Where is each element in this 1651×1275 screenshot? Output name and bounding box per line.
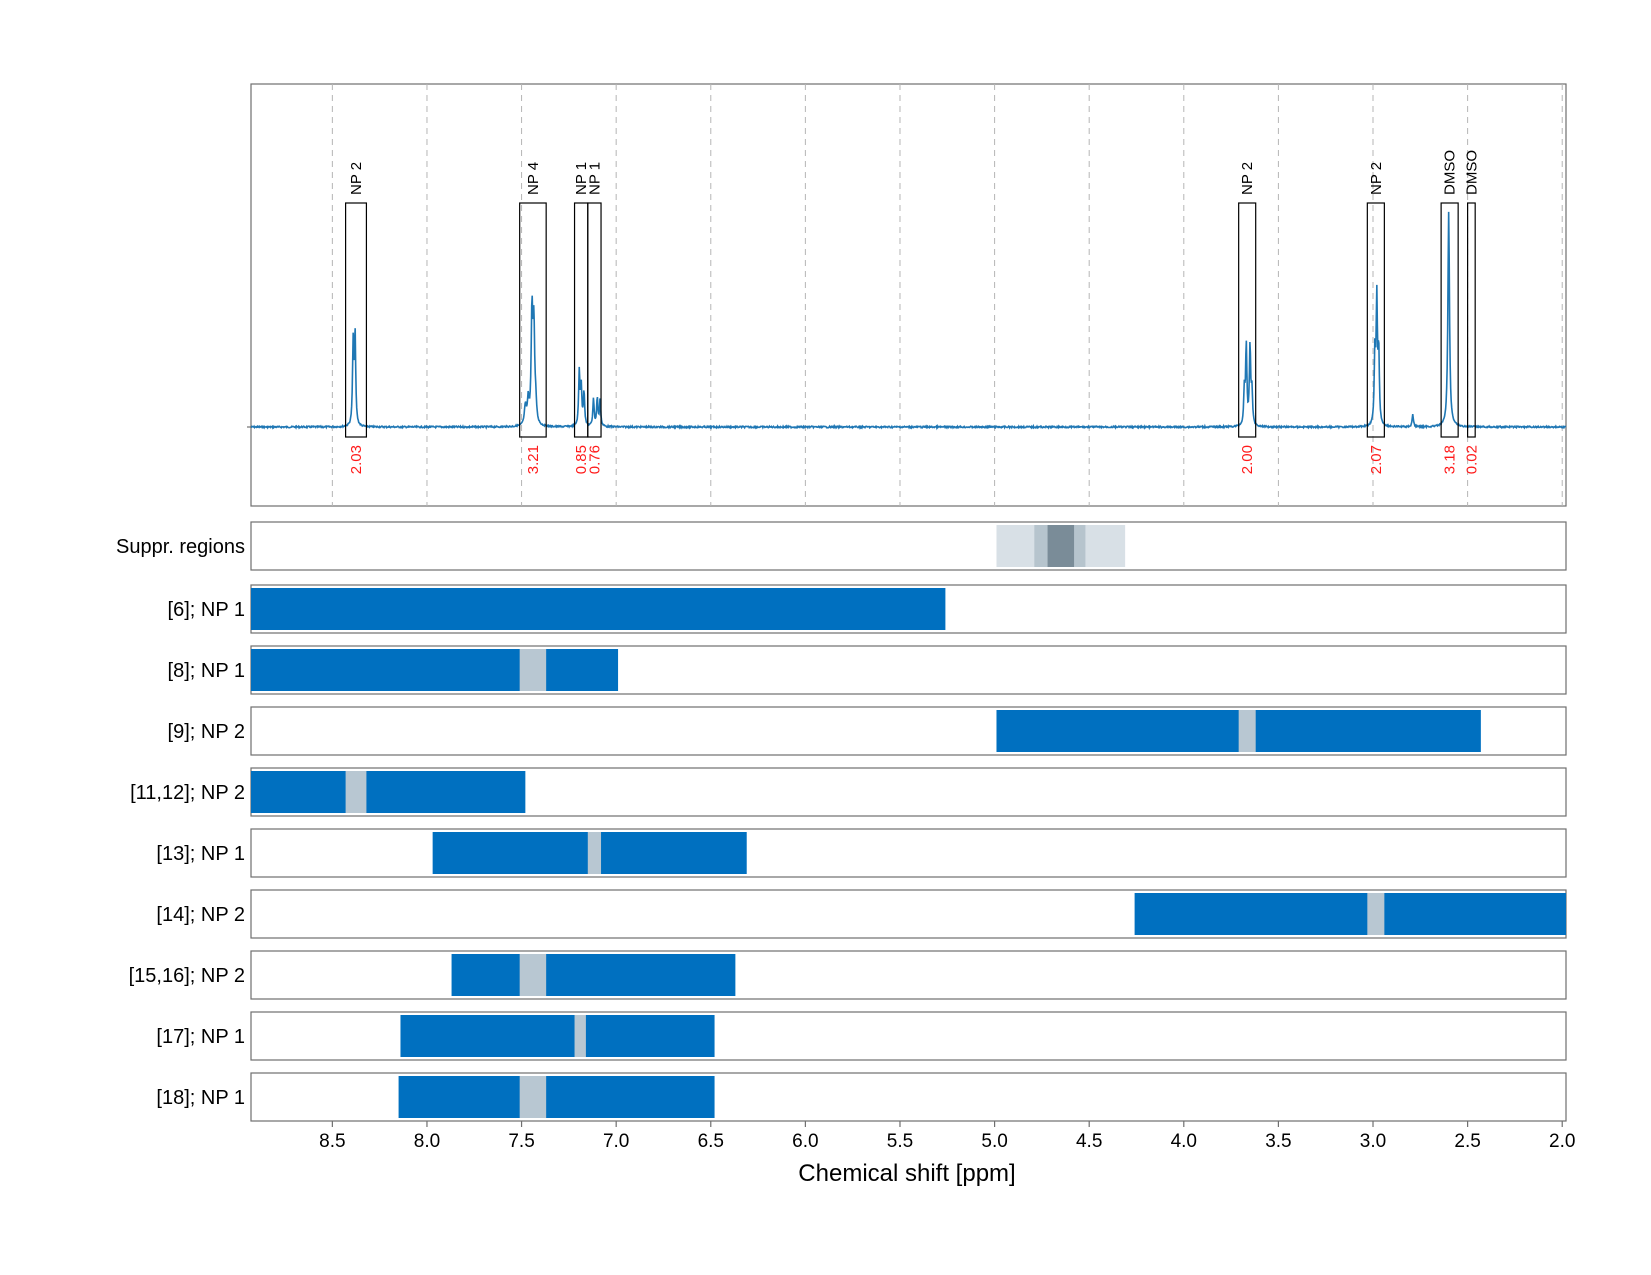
x-tick-label: 6.0: [792, 1131, 818, 1152]
peak-region-box: [519, 202, 547, 438]
integral-label: 0.76: [586, 445, 603, 474]
integral-label: 0.85: [573, 445, 590, 474]
peak-region-label: DMSO: [1463, 150, 1480, 195]
peak-region-label: DMSO: [1442, 150, 1459, 195]
spectrum-line: [250, 211, 1567, 431]
x-tick-label: 2.5: [1454, 1131, 1480, 1152]
integral-label: 3.21: [525, 445, 542, 474]
integral-label: 2.00: [1239, 445, 1256, 474]
peak-region-label: NP 4: [525, 162, 542, 195]
x-tick-label: 7.0: [603, 1131, 629, 1152]
x-tick-label: 8.0: [414, 1131, 440, 1152]
range-row-label: [18]; NP 1: [156, 1087, 245, 1109]
range-bar: [400, 1015, 715, 1057]
range-gap: [587, 832, 602, 874]
range-bar: [1134, 893, 1566, 935]
x-tick-label: 3.0: [1360, 1131, 1386, 1152]
range-row-label: [14]; NP 2: [156, 904, 245, 926]
x-tick-label: 3.5: [1265, 1131, 1291, 1152]
range-bar: [251, 771, 526, 813]
x-tick-label: 4.0: [1171, 1131, 1197, 1152]
range-bar: [451, 954, 736, 996]
range-row-label: [9]; NP 2: [168, 721, 245, 743]
spectrum-panel: NP 2 2.03 NP 4 3.21 NP 1 0.85 NP 1 0.76 NP 2 2.00…: [247, 150, 1567, 474]
x-axis-title: Chemical shift [ppm]: [798, 1160, 1015, 1187]
range-row-label: [8]; NP 1: [168, 660, 245, 682]
x-tick-label: 4.5: [1076, 1131, 1102, 1152]
range-gap: [345, 771, 367, 813]
x-tick-label: 7.5: [508, 1131, 534, 1152]
peak-region-label: NP 1: [586, 162, 603, 195]
integral-label: 3.18: [1442, 445, 1459, 474]
x-tick-label: 6.5: [698, 1131, 724, 1152]
range-gap: [574, 1015, 586, 1057]
suppr-row-label: Suppr. regions: [116, 536, 245, 558]
x-tick-label: 5.0: [981, 1131, 1007, 1152]
integral-label: 2.07: [1368, 445, 1385, 474]
peak-region-box: [1467, 202, 1476, 438]
suppr-row-frame: [250, 521, 1567, 571]
spectrum-frame: [250, 83, 1567, 507]
range-gap: [519, 1076, 547, 1118]
range-row-label: [15,16]; NP 2: [129, 965, 245, 987]
grid-layer: [250, 83, 1567, 507]
x-tick-label: 5.5: [887, 1131, 913, 1152]
x-axis: 8.5 8.0 7.5 7.0 6.5 6.0 5.5 5.0 4.5 4.0 3.5 3.0 2.5 2…: [319, 1121, 1575, 1152]
x-tick-label: 8.5: [319, 1131, 345, 1152]
range-gap: [1238, 710, 1256, 752]
peak-region-box: [587, 202, 602, 438]
peak-region-label: NP 1: [573, 162, 590, 195]
peak-region-box: [345, 202, 368, 438]
range-gap: [1367, 893, 1385, 935]
suppressed-region: [1047, 525, 1075, 567]
range-bar: [398, 1076, 715, 1118]
range-gap: [519, 954, 547, 996]
range-gap: [519, 649, 547, 691]
x-tick-label: 2.0: [1549, 1131, 1575, 1152]
range-row-label: [13]; NP 1: [156, 843, 245, 865]
integral-label: 2.03: [348, 445, 365, 474]
range-bar: [251, 588, 946, 630]
peak-region-box: [1440, 202, 1459, 438]
integral-label: 0.02: [1463, 445, 1480, 474]
peak-region-label: NP 2: [348, 162, 365, 195]
range-rows: Suppr. regions [6]; NP 1 [8]; NP 1 [9]; NP …: [116, 521, 1567, 1122]
range-row-label: [6]; NP 1: [168, 599, 245, 621]
range-row-frame: [250, 950, 1567, 1000]
peak-region-box: [1238, 202, 1257, 438]
range-row-label: [11,12]; NP 2: [130, 782, 245, 804]
peak-region-box: [1366, 202, 1385, 438]
peak-region-label: NP 2: [1239, 162, 1256, 195]
range-bar: [251, 649, 619, 691]
range-row-label: [17]; NP 1: [156, 1026, 245, 1048]
peak-region-label: NP 2: [1368, 162, 1385, 195]
